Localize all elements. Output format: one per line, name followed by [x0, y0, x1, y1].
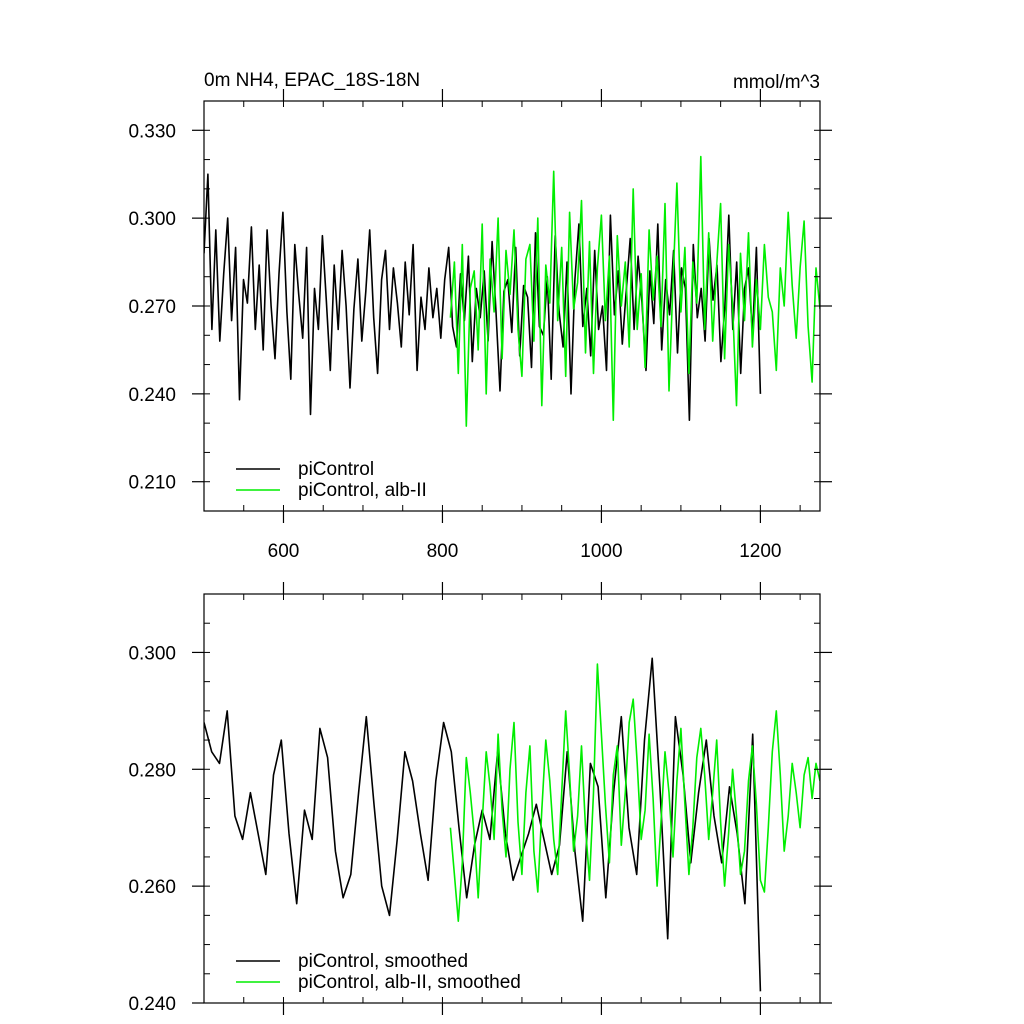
series-line-alb-smoothed	[449, 663, 820, 923]
top-panel: 600 800 1000 1200 0.210 0.240 0.270 0.300 0.330	[128, 89, 832, 562]
y-tick-label: 0.210	[128, 473, 176, 494]
y-tick-label: 0.270	[128, 297, 176, 318]
x-tick-label: 600	[268, 541, 300, 562]
bottom-panel: 0.240 0.260 0.280 0.300	[128, 582, 832, 1015]
chart-title: 0m NH4, EPAC_18S-18N	[204, 70, 420, 91]
y-tick-label: 0.260	[128, 877, 176, 898]
units-label: mmol/m^3	[733, 72, 820, 93]
x-tick-label: 1000	[580, 541, 622, 562]
series-line-picontrol	[204, 173, 762, 422]
y-tick-label: 0.330	[128, 121, 176, 142]
y-tick-label: 0.300	[128, 209, 176, 230]
legend-label-alb: piControl, alb-II	[298, 480, 427, 501]
legend-label-alb-smoothed: piControl, alb-II, smoothed	[298, 972, 521, 993]
legend-label-picontrol: piControl	[298, 459, 374, 480]
series-line-alb	[449, 155, 820, 427]
x-tick-label: 1200	[739, 541, 781, 562]
legend-label-picontrol-smoothed: piControl, smoothed	[298, 951, 468, 972]
top-legend: piControl piControl, alb-II	[236, 459, 427, 501]
y-tick-label: 0.240	[128, 385, 176, 406]
y-tick-label: 0.240	[128, 994, 176, 1015]
plot-frame	[203, 100, 821, 512]
x-tick-label: 800	[427, 541, 459, 562]
y-tick-label: 0.300	[128, 643, 176, 664]
y-tick-label: 0.280	[128, 760, 176, 781]
bottom-legend: piControl, smoothed piControl, alb-II, s…	[236, 951, 521, 993]
